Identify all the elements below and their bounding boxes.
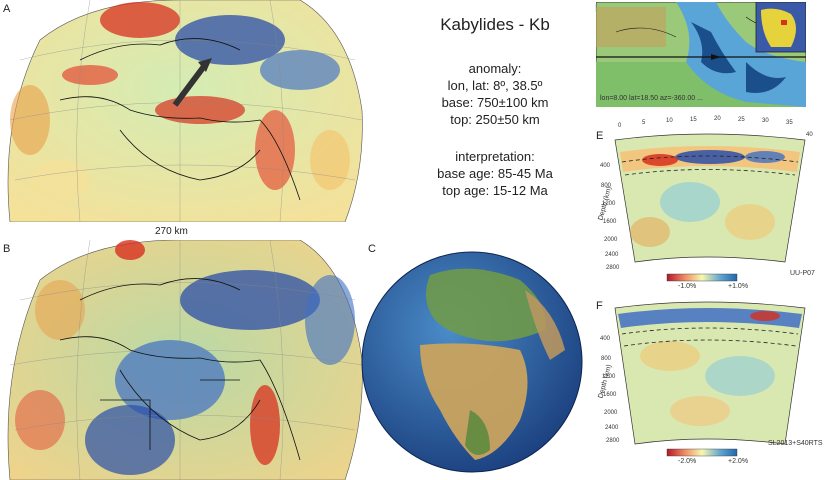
panel-label-a: A: [3, 3, 11, 15]
panel-label-f: F: [596, 300, 603, 312]
e-xtick-0: 0: [618, 123, 622, 129]
e-scale-max: +1.0%: [728, 283, 749, 290]
e-dtick-2800: 2800: [606, 265, 620, 271]
f-dtick-2800: 2800: [606, 438, 620, 444]
e-dtick-1600: 1600: [603, 219, 617, 225]
page-title: Kabylides - Kb: [440, 15, 550, 34]
e-scale-min: -1.0%: [678, 283, 697, 290]
panel-label-c: C: [368, 243, 376, 255]
regional-map-d: [596, 2, 806, 107]
f-dtick-2400: 2400: [605, 425, 619, 431]
depth-label-a: 270 km: [155, 226, 188, 237]
anomaly-base: base: 750±100 km: [441, 95, 549, 110]
f-dtick-1600: 1600: [603, 392, 617, 398]
e-xtick-8: 40: [806, 132, 813, 138]
e-xtick-7: 35: [786, 120, 793, 126]
tomography-map-b: [7, 240, 363, 480]
e-dtick-400: 400: [600, 163, 611, 169]
e-dtick-2400: 2400: [605, 252, 619, 258]
tomography-map-a: [7, 0, 363, 222]
anomaly-top: top: 250±50 km: [450, 112, 540, 127]
e-xtick-1: 5: [642, 120, 646, 126]
f-dtick-2000: 2000: [604, 410, 618, 416]
e-xtick-6: 30: [762, 118, 769, 124]
earth-globe: [361, 251, 583, 473]
anomaly-heading: anomaly:: [468, 61, 522, 76]
f-dtick-400: 400: [600, 336, 611, 342]
panel-label-e: E: [596, 130, 604, 142]
f-dtick-1200: 1200: [602, 374, 616, 380]
e-xtick-2: 10: [666, 118, 673, 124]
e-dtick-2000: 2000: [604, 237, 618, 243]
e-model-name: UU-P07: [790, 270, 815, 277]
e-dtick-1200: 1200: [602, 201, 616, 207]
cross-section-e: [614, 133, 806, 282]
f-model-name: SL2013+S40RTS: [768, 440, 823, 447]
e-dtick-800: 800: [601, 183, 612, 189]
panel-label-b: B: [3, 243, 11, 255]
anomaly-lonlat: lon, lat: 8º, 38.5º: [447, 78, 543, 93]
f-dtick-800: 800: [601, 356, 612, 362]
e-xtick-5: 25: [738, 117, 745, 123]
e-xtick-4: 20: [714, 116, 721, 122]
cross-section-f: [614, 301, 806, 457]
interpretation-top-age: top age: 15-12 Ma: [442, 183, 548, 198]
interpretation-heading: interpretation:: [455, 149, 535, 164]
map-d-caption: lon=8.00 lat=18.50 az=-360.00 ...: [600, 95, 703, 102]
f-scale-min: -2.0%: [678, 458, 697, 465]
f-scale-max: +2.0%: [728, 458, 749, 465]
interpretation-base-age: base age: 85-45 Ma: [437, 166, 553, 181]
e-xtick-3: 15: [690, 117, 697, 123]
